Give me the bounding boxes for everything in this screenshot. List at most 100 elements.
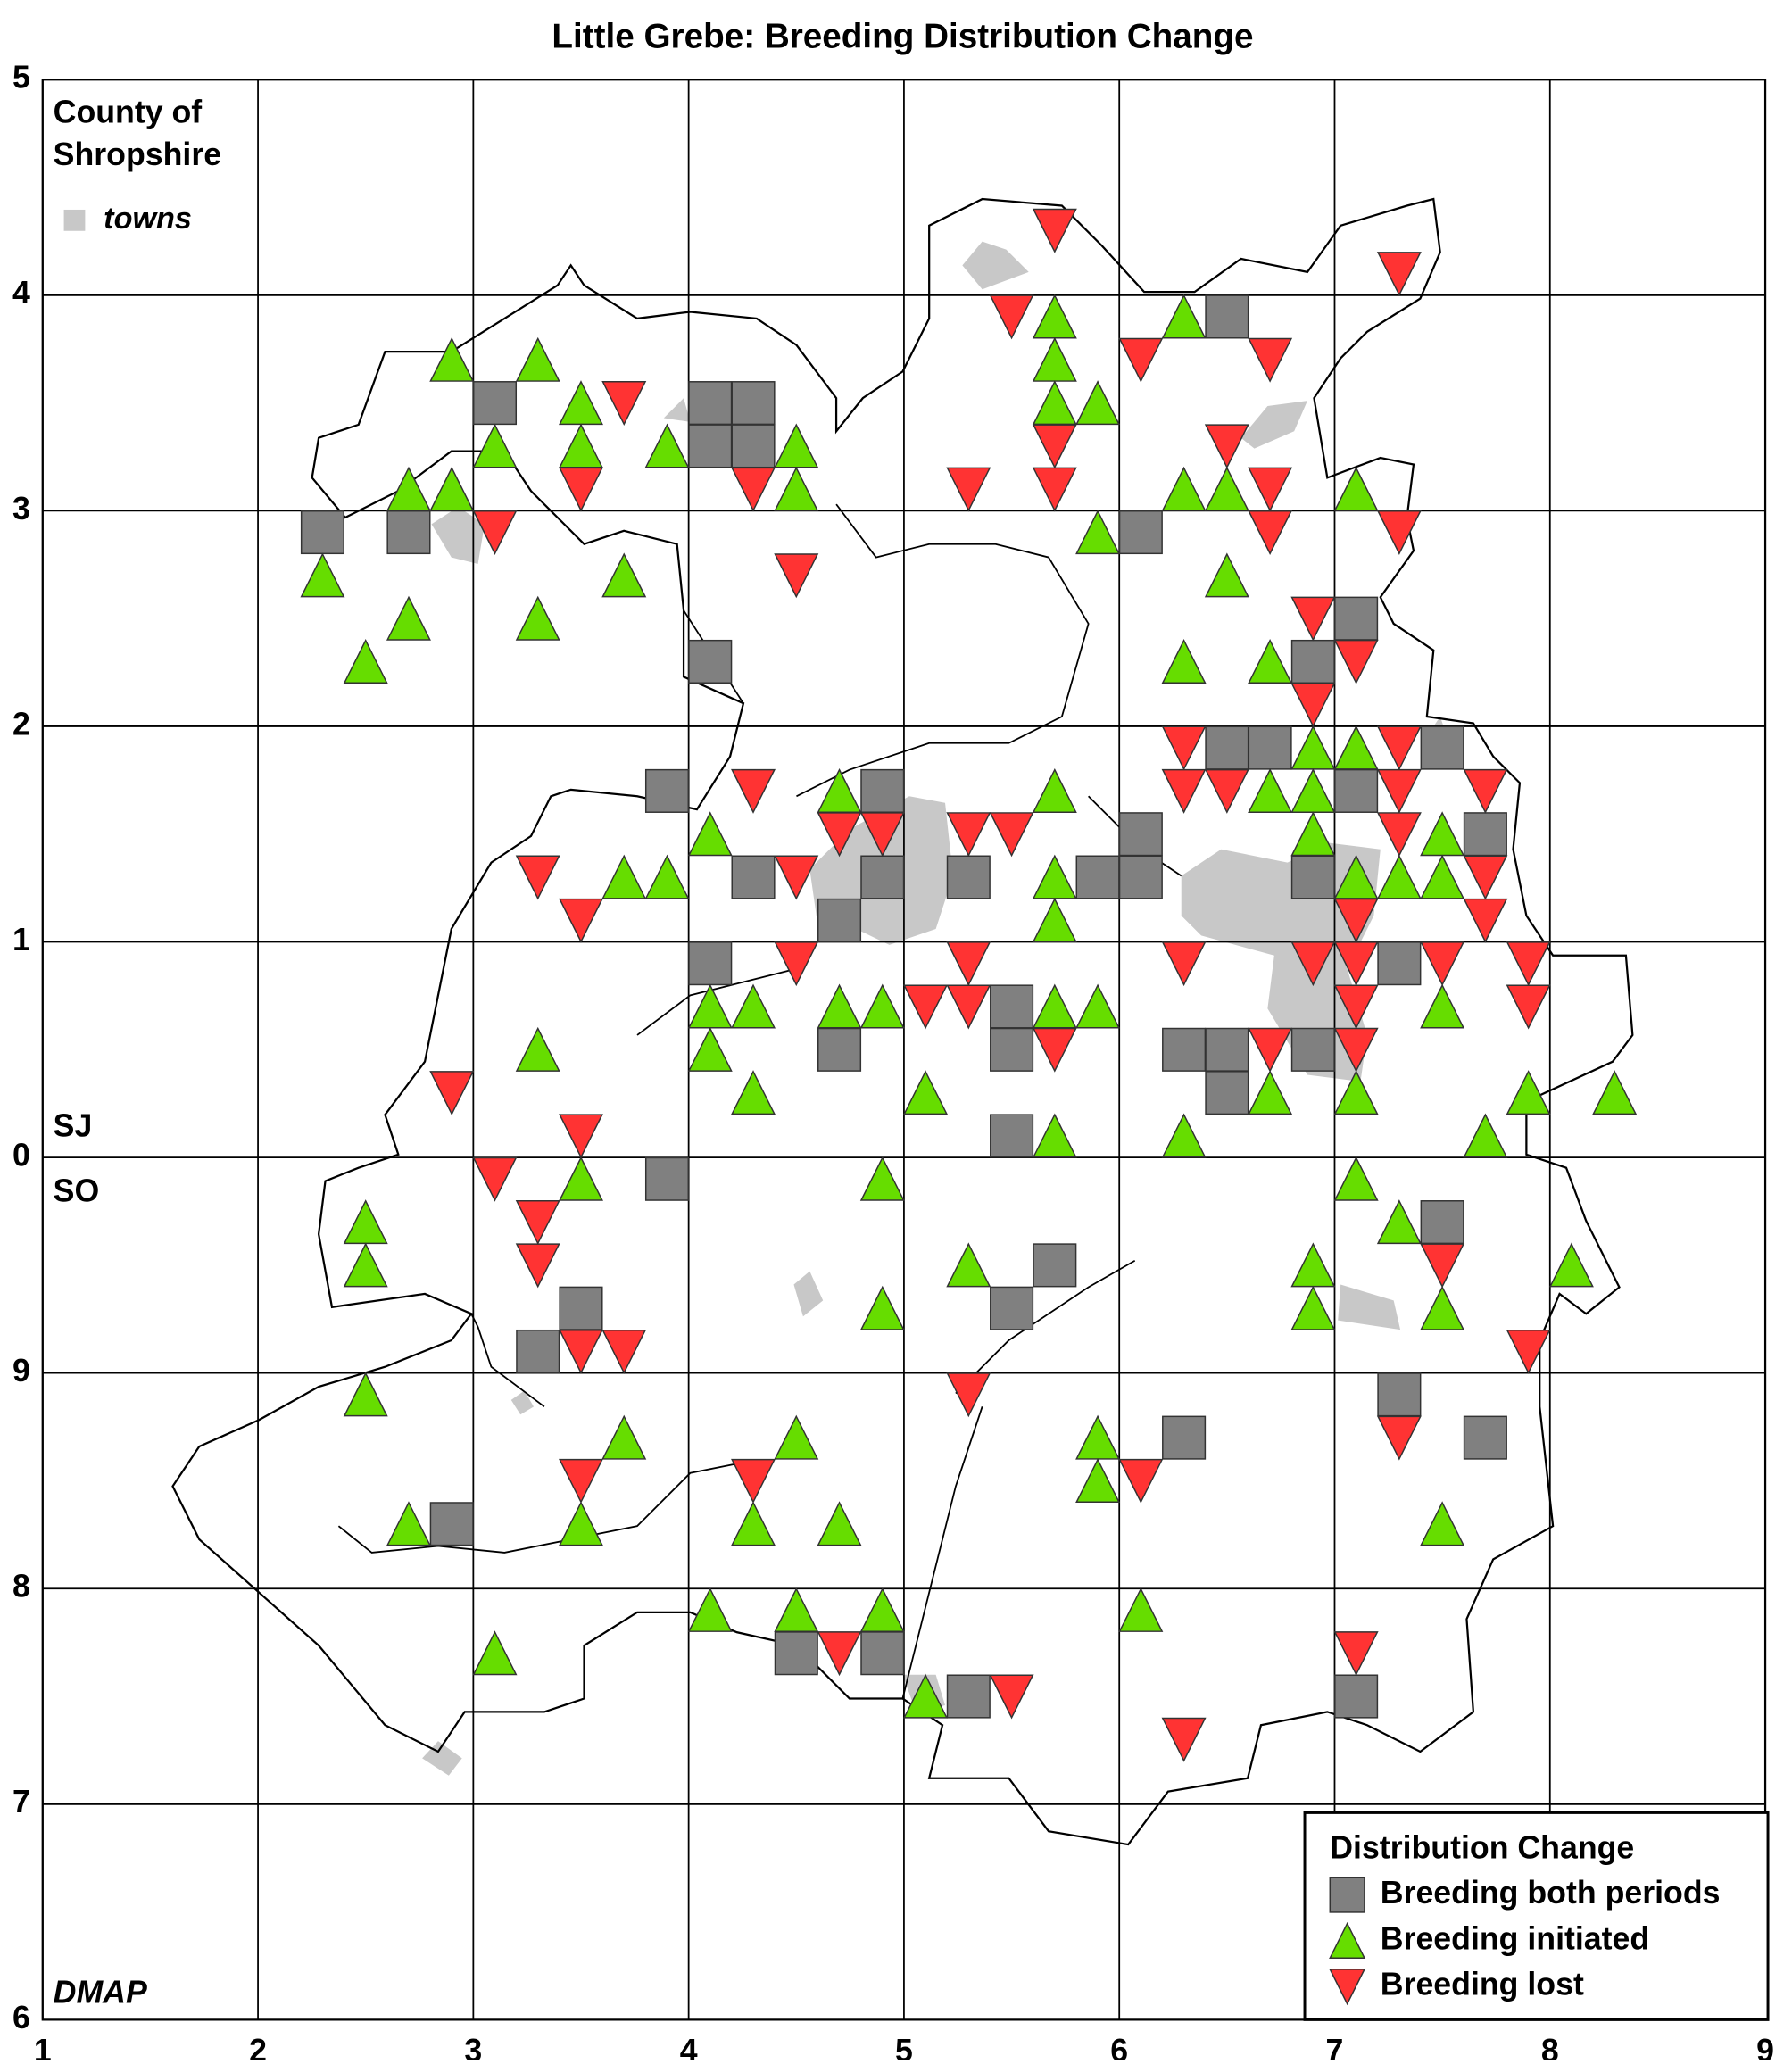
triangle-up-marker: [472, 423, 518, 468]
triangle-up-marker: [1420, 983, 1465, 1029]
town: [793, 1271, 824, 1317]
legend-label: Breeding both periods: [1381, 1875, 1721, 1911]
triangle-up-marker: [1204, 552, 1249, 598]
triangle-down-marker: [1463, 898, 1508, 943]
triangle-down-marker: [1333, 639, 1379, 684]
county-label: County of: [54, 94, 203, 129]
towns-swatch: [63, 209, 86, 231]
triangle-up-marker: [1376, 1199, 1422, 1245]
square-marker: [644, 1156, 690, 1201]
triangle-down-marker: [472, 510, 518, 555]
triangle-up-marker: [1463, 1113, 1508, 1158]
triangle-down-marker: [1506, 941, 1551, 987]
square-marker: [1377, 941, 1422, 986]
x-tick-label: 4: [680, 2033, 698, 2060]
triangle-down-marker: [1161, 725, 1207, 771]
triangle-up-marker: [601, 854, 647, 899]
triangle-up-marker: [774, 466, 819, 511]
square-marker: [1205, 1071, 1249, 1115]
map-title: Little Grebe: Breeding Distribution Chan…: [552, 17, 1253, 55]
triangle-up-marker: [1333, 466, 1379, 511]
triangle-down-marker: [989, 812, 1034, 858]
triangle-down-marker: [1333, 1631, 1379, 1677]
square-marker: [990, 1114, 1034, 1158]
x-tick-label: 6: [1110, 2033, 1128, 2060]
square-marker: [1075, 855, 1120, 899]
triangle-up-marker: [1032, 897, 1077, 942]
triangle-down-marker: [1376, 725, 1422, 771]
triangle-up-marker: [1204, 466, 1249, 511]
triangle-up-marker: [1075, 983, 1121, 1029]
triangle-up-marker: [429, 336, 475, 382]
triangle-down-marker: [989, 294, 1034, 340]
triangle-up-marker: [1376, 854, 1422, 899]
square-marker: [990, 984, 1034, 1029]
triangle-down-marker: [1506, 984, 1551, 1030]
triangle-down-marker: [601, 381, 647, 427]
square-marker: [644, 768, 690, 813]
triangle-down-marker: [1376, 812, 1422, 858]
triangle-down-marker: [1118, 337, 1164, 383]
town: [510, 1390, 535, 1415]
triangle-up-marker: [300, 552, 345, 598]
triangle-down-marker: [515, 1243, 560, 1289]
triangle-down-marker: [946, 1372, 991, 1418]
triangle-up-marker: [1161, 639, 1207, 684]
square-marker: [1118, 855, 1163, 899]
triangle-down-marker: [1333, 984, 1379, 1030]
square-marker: [1463, 1415, 1507, 1460]
triangle-up-marker: [429, 466, 475, 511]
triangle-down-marker: [558, 1114, 603, 1159]
triangle-up-marker: [601, 552, 647, 598]
square-marker: [1420, 725, 1464, 770]
x-tick-label: 3: [464, 2033, 482, 2060]
triangle-up-marker: [687, 811, 733, 857]
triangle-down-marker: [1118, 1458, 1164, 1504]
square-marker: [990, 1027, 1034, 1072]
triangle-up-marker: [859, 1156, 905, 1201]
triangle-down-marker: [731, 467, 776, 512]
triangle-down-marker: [1032, 424, 1077, 469]
triangle-down-marker: [1420, 941, 1465, 987]
square-marker: [1329, 1877, 1365, 1913]
triangle-up-marker: [1420, 854, 1465, 899]
square-marker: [731, 424, 776, 468]
triangle-down-marker: [1506, 1329, 1551, 1374]
square-marker: [1334, 1674, 1379, 1719]
town: [431, 507, 485, 565]
square-marker: [731, 855, 776, 899]
square-marker: [688, 941, 733, 986]
square-marker: [688, 639, 733, 684]
y-tick-label: 2: [12, 706, 30, 742]
x-tick-label: 5: [895, 2033, 913, 2060]
triangle-up-marker: [1592, 1070, 1638, 1115]
square-marker: [688, 424, 733, 468]
triangle-up-marker: [1161, 466, 1207, 511]
triangle-up-marker: [1075, 510, 1121, 555]
triangle-down-marker: [1420, 1243, 1465, 1289]
y-tick-label: 8: [12, 1569, 30, 1604]
triangle-down-marker: [731, 1458, 776, 1504]
x-tick-label: 7: [1326, 2033, 1344, 2060]
triangle-down-marker: [1248, 467, 1293, 512]
square-marker: [300, 510, 344, 555]
square-marker: [1205, 294, 1249, 339]
triangle-down-marker: [472, 1156, 518, 1202]
triangle-up-marker: [472, 1630, 518, 1676]
triangle-down-marker: [731, 768, 776, 814]
triangle-up-marker: [558, 1156, 603, 1201]
triangle-up-marker: [644, 423, 690, 468]
triangle-down-marker: [558, 1458, 603, 1504]
triangle-down-marker: [989, 1674, 1034, 1720]
credit: DMAP: [54, 1975, 147, 2010]
triangle-up-marker: [687, 1587, 733, 1632]
triangle-down-marker: [946, 812, 991, 858]
triangle-down-marker: [1032, 467, 1077, 512]
triangle-up-marker: [817, 983, 862, 1029]
triangle-down-marker: [946, 941, 991, 987]
square-marker: [817, 1027, 862, 1072]
triangle-up-marker: [903, 1070, 949, 1115]
triangle-up-marker: [1161, 1113, 1207, 1158]
triangle-up-marker: [386, 1501, 431, 1546]
